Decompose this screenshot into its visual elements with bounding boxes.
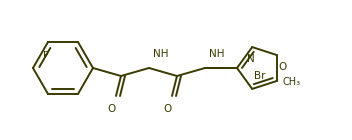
Text: O: O	[279, 62, 287, 72]
Text: F: F	[43, 51, 49, 61]
Text: CH₃: CH₃	[283, 77, 301, 87]
Text: Br: Br	[254, 71, 266, 81]
Text: O: O	[107, 104, 115, 114]
Text: NH: NH	[209, 49, 225, 59]
Text: N: N	[247, 54, 255, 64]
Text: O: O	[163, 104, 171, 114]
Text: NH: NH	[153, 49, 169, 59]
